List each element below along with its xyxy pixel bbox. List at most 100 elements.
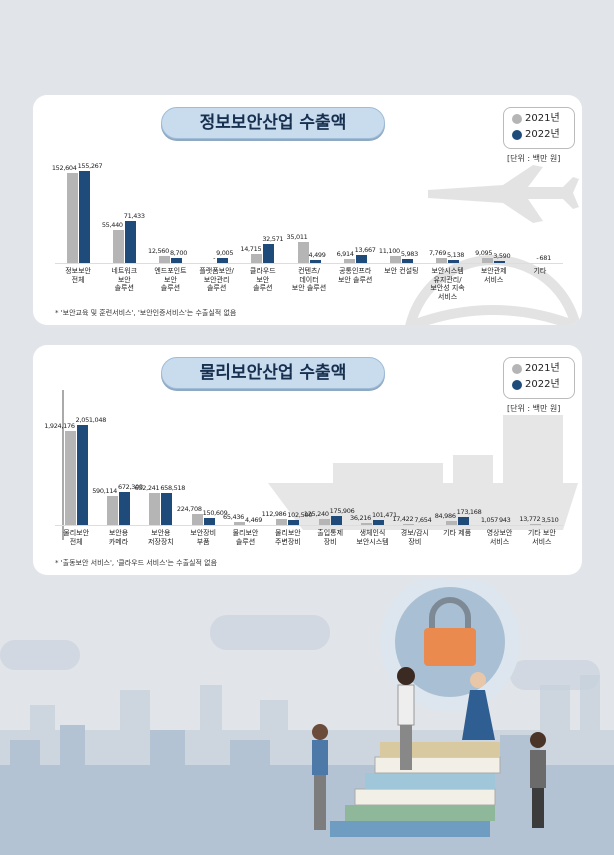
bar <box>158 255 170 263</box>
category-label: 영상보안 서비스 <box>486 529 513 546</box>
bar <box>107 496 118 525</box>
bar <box>401 259 413 263</box>
legend: 2021년 2022년 <box>503 357 575 399</box>
value-label: 224,708 <box>176 505 202 514</box>
bar <box>78 171 90 263</box>
value-label: 36,216 <box>350 514 371 523</box>
value-label: 7,769 <box>428 249 447 258</box>
bar <box>66 172 78 263</box>
value-label: 13,667 <box>354 245 376 254</box>
category-label: 물리보안 전체 <box>63 529 90 546</box>
category-label: 물리보안 솔루션 <box>232 529 259 546</box>
value-label: 3,590 <box>493 251 511 260</box>
bar <box>318 518 330 525</box>
bar <box>112 230 124 263</box>
bar <box>445 520 457 525</box>
value-label: 9,005 <box>216 248 234 257</box>
category-label: 보안관제 서비스 <box>480 267 507 284</box>
value-label: 101,471 <box>372 511 397 520</box>
value-label: 4,499 <box>308 251 326 260</box>
people <box>312 667 546 830</box>
ship <box>268 415 578 530</box>
bar <box>288 520 300 525</box>
category-label: 경보/감시 장비 <box>400 529 429 546</box>
value-label: 152,604 <box>51 163 77 172</box>
value-label: 173,168 <box>456 507 482 516</box>
bar <box>276 519 288 525</box>
value-label: 5,138 <box>447 250 465 259</box>
bar <box>457 516 469 525</box>
bar <box>403 524 415 525</box>
bar <box>251 254 263 263</box>
bar <box>361 523 372 525</box>
bar <box>64 431 76 525</box>
value-label: 13,772 <box>519 515 541 524</box>
category-label: 클라우드 보안 솔루션 <box>249 267 276 292</box>
category-label: 보안용 카메라 <box>108 529 129 546</box>
category-label: 정보보안 전체 <box>65 267 91 284</box>
bar <box>494 260 506 263</box>
value-label: - <box>536 254 539 262</box>
bar <box>263 243 275 263</box>
value-label: 658,518 <box>160 483 186 492</box>
bar <box>234 521 245 525</box>
value-label: 652,241 <box>134 484 160 493</box>
value-label: 17,422 <box>392 515 414 524</box>
value-label: 3,510 <box>541 515 559 524</box>
value-label: 590,114 <box>92 487 117 496</box>
bar <box>149 493 161 525</box>
legend-label: 2021년 <box>525 113 560 124</box>
category-label: 물리보안 주변장비 <box>274 529 301 546</box>
unit-label: [단위 : 백만 원] <box>507 404 561 413</box>
category-label: 출입통제 장비 <box>317 529 344 546</box>
bar <box>309 260 321 263</box>
category-label: 공통인프라 보안 솔루션 <box>337 267 373 284</box>
value-label: 9,095 <box>475 248 493 257</box>
value-label: 32,571 <box>262 234 284 243</box>
background-decoration <box>62 390 578 540</box>
baseline <box>55 263 563 264</box>
bar <box>330 516 342 525</box>
bar <box>297 242 309 263</box>
value-label: 84,986 <box>434 511 456 520</box>
value-label: - <box>213 254 216 262</box>
category-label: 기타 <box>533 267 547 275</box>
value-label: 11,100 <box>378 247 400 256</box>
bar <box>482 257 494 263</box>
value-label: 4,469 <box>245 515 263 524</box>
bar <box>355 254 367 263</box>
value-label: 6,914 <box>336 249 354 258</box>
legend-label: 2022년 <box>525 129 560 140</box>
bar <box>203 517 215 525</box>
value-label: 65,436 <box>223 512 244 521</box>
bar <box>343 258 355 263</box>
value-label: 2,051,048 <box>75 416 107 424</box>
skyline-front <box>0 725 614 855</box>
bar <box>170 257 182 263</box>
bar <box>76 425 88 525</box>
value-label: 112,986 <box>261 510 287 519</box>
value-label: 8,700 <box>169 248 188 257</box>
value-label: 55,440 <box>101 221 123 230</box>
category-label: 보안용 저장장치 <box>147 529 174 546</box>
illustration <box>0 580 614 855</box>
value-label: 102,500 <box>287 511 313 519</box>
unit-label: [단위 : 백만 원] <box>507 154 561 163</box>
value-label: 1,924,176 <box>44 422 75 431</box>
value-label: 5,983 <box>400 250 418 259</box>
legend-label: 2022년 <box>525 379 560 390</box>
export-card: 정보보안산업 수출액 2021년 2022년 [단위 : 백만 원] * '보안교육 및… <box>33 95 582 325</box>
legend-swatch <box>512 114 522 124</box>
value-label: 672,303 <box>118 483 143 492</box>
bar <box>217 257 229 263</box>
lock-shackle <box>429 597 471 628</box>
category-label: 보안시스템 유지관리/ 보안성 지속 서비스 <box>430 267 465 301</box>
category-label: 네트워크 보안 솔루션 <box>111 267 138 292</box>
value-label: 7,654 <box>414 515 432 524</box>
category-label: 기타 보안 서비스 <box>527 529 556 546</box>
value-label: 155,267 <box>77 162 103 170</box>
bar <box>448 259 460 263</box>
export-card: 물리보안산업 수출액 2021년 2022년 [단위 : 백만 원] * '출동보안 서… <box>33 345 582 575</box>
category-label: 컨텐츠/ 데이터 보안 솔루션 <box>291 267 327 292</box>
